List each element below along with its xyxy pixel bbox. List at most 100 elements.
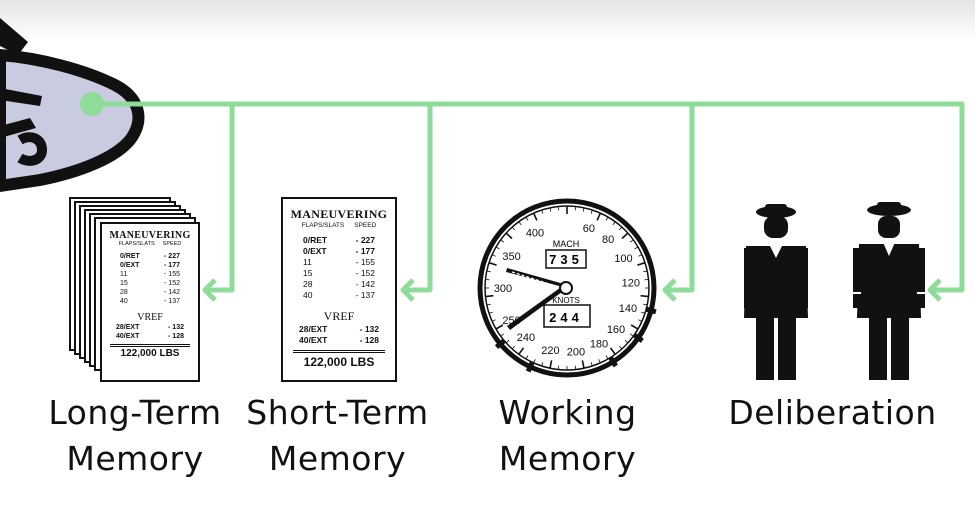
card-vref-speed: - 132 (359, 324, 379, 334)
gauge-tick-mark (500, 333, 505, 337)
gauge-tick-mark (637, 261, 646, 266)
gauge-tick-label: 160 (607, 324, 625, 336)
card-row-setting: 0/EXT (303, 246, 327, 256)
gauge-tick-mark (590, 362, 593, 367)
gauge-bug-marker (632, 332, 644, 343)
card-row-speed: - 137 (355, 290, 375, 300)
caption-line: Working (498, 393, 637, 432)
gauge-tick-mark (486, 270, 491, 273)
card-vref-setting: 40/EXT (116, 333, 140, 340)
card-vref-speed: - 128 (168, 333, 184, 340)
gauge-tick-mark (485, 294, 494, 298)
gauge-tick-mark (643, 270, 648, 273)
gauge-tick-label: 400 (526, 228, 544, 240)
knots-label: KNOTS (552, 296, 580, 305)
long-term-memory-card: MANEUVERING FLAPS/SLATS SPEED 0/RET - 227… (100, 222, 200, 382)
gauge-tick-mark (500, 239, 505, 243)
pilot-icon (742, 204, 810, 380)
caption-working-memory: Working Memory (480, 390, 655, 482)
gauge-tick-mark (491, 319, 496, 322)
gauge-tick-label: 60 (583, 223, 595, 235)
airspeed-gauge: 6080100120140160180200220240250300350400… (477, 198, 657, 378)
gauge-tick-mark (596, 212, 602, 221)
gauge-tick-mark (643, 303, 648, 306)
caption-line: Short-Term (246, 393, 429, 432)
gauge-bug-marker (525, 361, 535, 373)
gauge-tick-mark (541, 362, 544, 367)
gauge-tick-mark (495, 324, 504, 330)
gauge-tick-mark (581, 360, 585, 369)
gauge-tick-mark (612, 221, 616, 226)
gauge-bug-marker (494, 338, 506, 350)
card-row-speed: - 142 (355, 279, 375, 289)
card-row-speed: - 177 (355, 246, 375, 256)
gauge-tick-label: 120 (622, 277, 640, 289)
card-title: MANEUVERING (290, 207, 388, 221)
gauge-tick-mark (621, 232, 629, 240)
card-row-speed: - 155 (355, 257, 375, 267)
gauge-tick-mark (640, 294, 649, 298)
card-row-speed: - 137 (164, 298, 180, 305)
gauge-tick-label: 140 (619, 303, 637, 315)
gauge-tick-label: 80 (602, 234, 614, 246)
card-row-speed: - 227 (355, 235, 375, 245)
card-weight: 122,000 LBS (110, 344, 190, 359)
gauge-bug-marker (608, 356, 618, 368)
gauge-tick-label: 220 (541, 345, 559, 357)
gauge-bug-marker (645, 306, 657, 315)
caption-line: Long-Term (48, 393, 222, 432)
gauge-tick-mark (488, 311, 493, 314)
gauge-tick-mark (638, 254, 643, 257)
gauge-tick-label: 350 (502, 251, 520, 263)
gauge-tick-mark (634, 246, 639, 250)
card-row-speed: - 177 (164, 262, 180, 269)
gauge-tick-mark (629, 333, 634, 337)
gauge-tick-mark (624, 339, 629, 344)
card-row-speed: - 227 (164, 253, 180, 260)
gauge-tick-mark (641, 311, 646, 314)
card-row-setting: 28 (303, 279, 313, 289)
card-vref-speed: - 132 (168, 324, 184, 331)
card-row-setting: 11 (120, 271, 128, 278)
gauge-tick-mark (605, 355, 609, 360)
gauge-tick-label: 180 (590, 338, 608, 350)
caption-long-term-memory: Long-Term Memory (40, 390, 230, 482)
card-vref-speed: - 128 (359, 335, 379, 345)
caption-line: Memory (268, 439, 407, 478)
gauge-tick-mark (525, 216, 529, 221)
caption-line: Deliberation (728, 393, 937, 432)
card-row-speed: - 155 (164, 271, 180, 278)
card-subtitle-right: SPEED (354, 222, 377, 229)
gauge-tick-mark (532, 212, 538, 221)
card-row-setting: 15 (120, 280, 128, 287)
gauge-tick-mark (549, 207, 552, 212)
gauge-tick-mark (598, 359, 601, 364)
gauge-tick-mark (518, 221, 522, 226)
gauge-tick-mark (618, 345, 623, 350)
gauge-tick-mark (505, 339, 510, 344)
card-subtitle-left: FLAPS/SLATS (301, 222, 345, 229)
mach-value: 735 (549, 252, 583, 267)
gauge-tick-mark (638, 319, 643, 322)
card-row-speed: - 152 (164, 280, 180, 287)
card-title: MANEUVERING (109, 230, 191, 241)
airplane-icon (0, 18, 145, 192)
gauge-tick-label: 200 (567, 346, 585, 358)
connector-lines (92, 101, 965, 302)
mach-label: MACH (553, 239, 580, 249)
card-vref-label: VREF (137, 312, 163, 323)
card-row-setting: 15 (303, 268, 313, 278)
card-row-setting: 11 (303, 257, 312, 267)
gauge-tick-mark (525, 355, 529, 360)
gauge-tick-mark (495, 246, 500, 250)
knots-value: 244 (549, 310, 583, 325)
caption-line: Memory (66, 439, 204, 478)
gauge-tick-mark (629, 239, 634, 243)
gauge-tick-mark (486, 303, 491, 306)
card-row-setting: 28 (120, 289, 128, 296)
card-row-setting: 40 (303, 290, 313, 300)
gauge-tick-mark (488, 261, 497, 266)
pilot-icon (853, 202, 925, 380)
caption-deliberation: Deliberation (725, 390, 940, 436)
gauge-tick-mark (549, 360, 553, 369)
